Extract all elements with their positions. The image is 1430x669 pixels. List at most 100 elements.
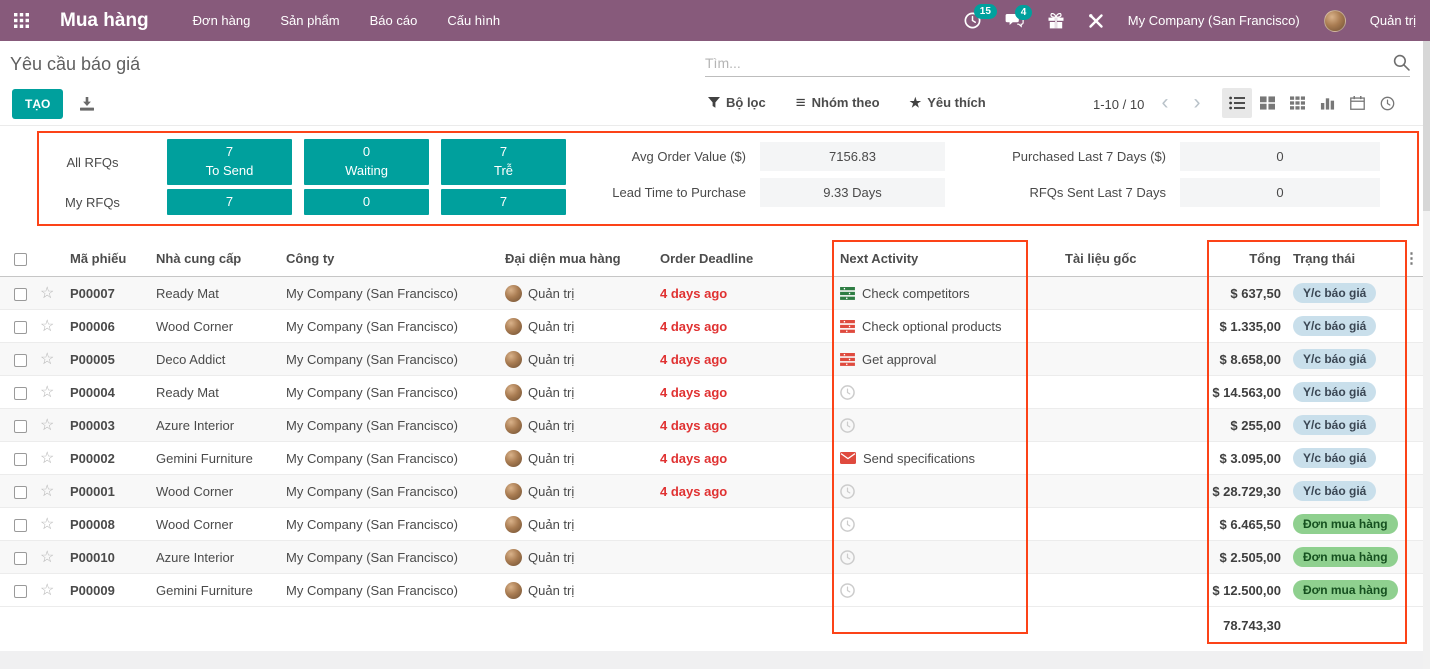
menu-products[interactable]: Sản phẩm xyxy=(280,13,340,28)
optional-columns-icon[interactable] xyxy=(1404,251,1419,266)
header-source[interactable]: Tài liệu gốc xyxy=(1065,250,1137,266)
clock-activity-icon xyxy=(840,516,855,532)
tasks-activity-icon xyxy=(840,352,855,366)
table-row[interactable]: P00009 Gemini Furniture My Company (San … xyxy=(0,574,1424,607)
row-checkbox[interactable] xyxy=(14,320,27,334)
favorite-star-icon[interactable] xyxy=(40,319,54,334)
user-avatar[interactable] xyxy=(1323,9,1346,32)
total-amount: $ 8.658,00 xyxy=(1219,351,1281,367)
table-row[interactable]: P00004 Ready Mat My Company (San Francis… xyxy=(0,376,1424,409)
view-list-icon[interactable] xyxy=(1222,88,1252,118)
gift-icon xyxy=(1048,12,1064,28)
row-checkbox[interactable] xyxy=(14,518,27,532)
favorite-star-icon[interactable] xyxy=(40,451,54,466)
table-row[interactable]: P00005 Deco Addict My Company (San Franc… xyxy=(0,343,1424,376)
menu-reporting[interactable]: Báo cáo xyxy=(369,13,418,28)
buyer-name: Quản trị xyxy=(528,549,575,565)
favorite-star-icon[interactable] xyxy=(40,484,54,499)
next-activity-cell[interactable] xyxy=(830,582,1030,598)
buyer-name: Quản trị xyxy=(528,384,575,400)
table-row[interactable]: P00001 Wood Corner My Company (San Franc… xyxy=(0,475,1424,508)
table-row[interactable]: P00003 Azure Interior My Company (San Fr… xyxy=(0,409,1424,442)
favorite-star-icon[interactable] xyxy=(40,385,54,400)
row-checkbox[interactable] xyxy=(14,353,27,367)
table-row[interactable]: P00010 Azure Interior My Company (San Fr… xyxy=(0,541,1424,574)
tools-button[interactable] xyxy=(1088,13,1104,29)
activities-button[interactable]: 15 xyxy=(964,4,997,29)
next-activity-cell[interactable]: Check optional products xyxy=(830,319,1030,334)
row-checkbox[interactable] xyxy=(14,485,27,499)
header-activity[interactable]: Next Activity xyxy=(840,250,919,266)
table-row[interactable]: P00002 Gemini Furniture My Company (San … xyxy=(0,442,1424,475)
favorite-star-icon[interactable] xyxy=(40,550,54,565)
favorite-star-icon[interactable] xyxy=(40,583,54,598)
messages-button[interactable]: 4 xyxy=(1005,5,1033,28)
table-row[interactable]: P00008 Wood Corner My Company (San Franc… xyxy=(0,508,1424,541)
view-kanban-icon[interactable] xyxy=(1252,88,1282,118)
stat-waiting-all[interactable]: 0 Waiting xyxy=(304,139,429,185)
stat-waiting-my[interactable]: 0 xyxy=(304,189,429,215)
view-activity-icon[interactable] xyxy=(1372,88,1402,118)
scrollbar[interactable] xyxy=(1423,41,1430,669)
row-checkbox[interactable] xyxy=(14,386,27,400)
top-navbar: Mua hàng Đơn hàng Sản phẩm Báo cáo Cấu h… xyxy=(0,0,1430,41)
favorite-star-icon[interactable] xyxy=(40,286,54,301)
table-row[interactable]: P00006 Wood Corner My Company (San Franc… xyxy=(0,310,1424,343)
search-input[interactable] xyxy=(705,54,1393,71)
gift-button[interactable] xyxy=(1048,12,1064,29)
table-row[interactable]: P00007 Ready Mat My Company (San Francis… xyxy=(0,277,1424,310)
favorite-star-icon[interactable] xyxy=(40,352,54,367)
stat-late-all[interactable]: 7 Trễ xyxy=(441,139,566,185)
select-all-checkbox[interactable] xyxy=(14,252,27,266)
row-checkbox[interactable] xyxy=(14,584,27,598)
stat-to-send-my[interactable]: 7 xyxy=(167,189,292,215)
menu-configuration[interactable]: Cấu hình xyxy=(447,13,501,28)
next-activity-cell[interactable]: Check competitors xyxy=(830,286,1030,301)
header-deadline[interactable]: Order Deadline xyxy=(660,250,754,266)
clock-activity-icon xyxy=(840,582,855,598)
next-activity-cell[interactable] xyxy=(830,549,1030,565)
filters-button[interactable]: Bộ lọc xyxy=(708,95,766,110)
header-vendor[interactable]: Nhà cung cấp xyxy=(156,250,242,266)
order-deadline: 4 days ago xyxy=(660,450,728,466)
status-badge: Y/c báo giá xyxy=(1293,382,1377,402)
next-activity-cell[interactable] xyxy=(830,417,1030,433)
next-activity-cell[interactable]: Send specifications xyxy=(830,451,1030,466)
row-checkbox[interactable] xyxy=(14,287,27,301)
groupby-button[interactable]: Nhóm theo xyxy=(796,94,880,111)
next-activity-cell[interactable]: Get approval xyxy=(830,352,1030,367)
row-checkbox[interactable] xyxy=(14,551,27,565)
pager-next-icon[interactable] xyxy=(1185,91,1209,115)
view-pivot-icon[interactable] xyxy=(1282,88,1312,118)
next-activity-cell[interactable] xyxy=(830,516,1030,532)
header-buyer[interactable]: Đại diện mua hàng xyxy=(505,250,621,266)
row-checkbox[interactable] xyxy=(14,452,27,466)
next-activity-cell[interactable] xyxy=(830,483,1030,499)
search-icon[interactable] xyxy=(1393,54,1410,71)
favorites-button[interactable]: Yêu thích xyxy=(910,95,986,111)
header-ref[interactable]: Mã phiếu xyxy=(70,250,127,266)
favorite-star-icon[interactable] xyxy=(40,418,54,433)
status-badge: Đơn mua hàng xyxy=(1293,514,1398,534)
favorite-star-icon[interactable] xyxy=(40,517,54,532)
stat-to-send-all[interactable]: 7 To Send xyxy=(167,139,292,185)
stat-late-my[interactable]: 7 xyxy=(441,189,566,215)
header-status[interactable]: Trạng thái xyxy=(1293,250,1356,266)
header-company[interactable]: Công ty xyxy=(286,250,335,266)
export-download-icon[interactable] xyxy=(80,97,94,114)
header-total[interactable]: Tổng xyxy=(1249,250,1281,266)
view-calendar-icon[interactable] xyxy=(1342,88,1372,118)
next-activity-cell[interactable] xyxy=(830,384,1030,400)
user-menu[interactable]: Quản trị xyxy=(1369,13,1416,28)
apps-grid-icon[interactable] xyxy=(0,0,42,41)
table-footer: 78.743,30 xyxy=(0,607,1424,643)
clock-activity-icon xyxy=(840,384,855,400)
menu-orders[interactable]: Đơn hàng xyxy=(192,13,251,28)
apps-grid-glyph xyxy=(13,13,29,28)
view-graph-icon[interactable] xyxy=(1312,88,1342,118)
pager-prev-icon[interactable] xyxy=(1153,91,1177,115)
company-switcher[interactable]: My Company (San Francisco) xyxy=(1127,13,1300,28)
scrollbar-thumb[interactable] xyxy=(1423,41,1430,211)
row-checkbox[interactable] xyxy=(14,419,27,433)
create-button[interactable]: TẠO xyxy=(12,89,64,119)
